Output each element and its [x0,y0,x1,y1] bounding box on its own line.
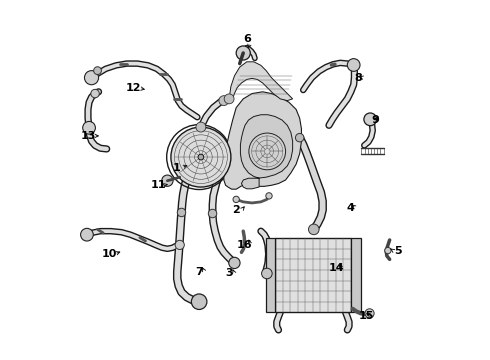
Circle shape [262,268,272,279]
Circle shape [192,294,207,310]
Text: 13: 13 [80,131,96,141]
Circle shape [84,71,98,85]
Text: 12: 12 [126,83,142,93]
Text: 6: 6 [243,34,251,44]
Circle shape [309,224,319,235]
Circle shape [229,257,240,269]
Text: 1: 1 [172,163,180,173]
Text: 5: 5 [394,246,402,256]
Circle shape [171,127,231,187]
Circle shape [80,228,93,241]
FancyBboxPatch shape [266,238,275,312]
Circle shape [177,208,186,217]
Text: 14: 14 [329,263,344,273]
Circle shape [83,121,96,134]
FancyBboxPatch shape [351,238,362,312]
Circle shape [385,247,391,254]
Circle shape [198,154,204,160]
Circle shape [233,196,239,203]
Text: 2: 2 [232,205,240,215]
Text: 11: 11 [151,180,166,190]
Circle shape [347,59,360,71]
Circle shape [196,122,206,132]
Circle shape [249,133,286,170]
Circle shape [295,134,304,142]
Text: 16: 16 [237,240,253,250]
FancyBboxPatch shape [275,238,351,312]
Text: 8: 8 [354,73,362,83]
Circle shape [162,175,173,186]
Text: 9: 9 [371,115,379,125]
Circle shape [91,89,99,98]
Text: 3: 3 [225,269,233,279]
Circle shape [224,94,234,104]
Text: 4: 4 [347,203,355,213]
Circle shape [94,67,101,75]
Circle shape [266,193,272,199]
Circle shape [219,96,229,105]
Circle shape [208,209,217,218]
Circle shape [365,309,374,318]
Circle shape [175,240,184,249]
Text: 7: 7 [195,267,203,277]
Polygon shape [229,62,293,100]
Polygon shape [241,115,293,189]
Circle shape [364,113,377,126]
Text: 15: 15 [359,311,374,321]
Circle shape [236,46,250,60]
Text: 10: 10 [101,249,117,259]
Polygon shape [224,92,301,189]
